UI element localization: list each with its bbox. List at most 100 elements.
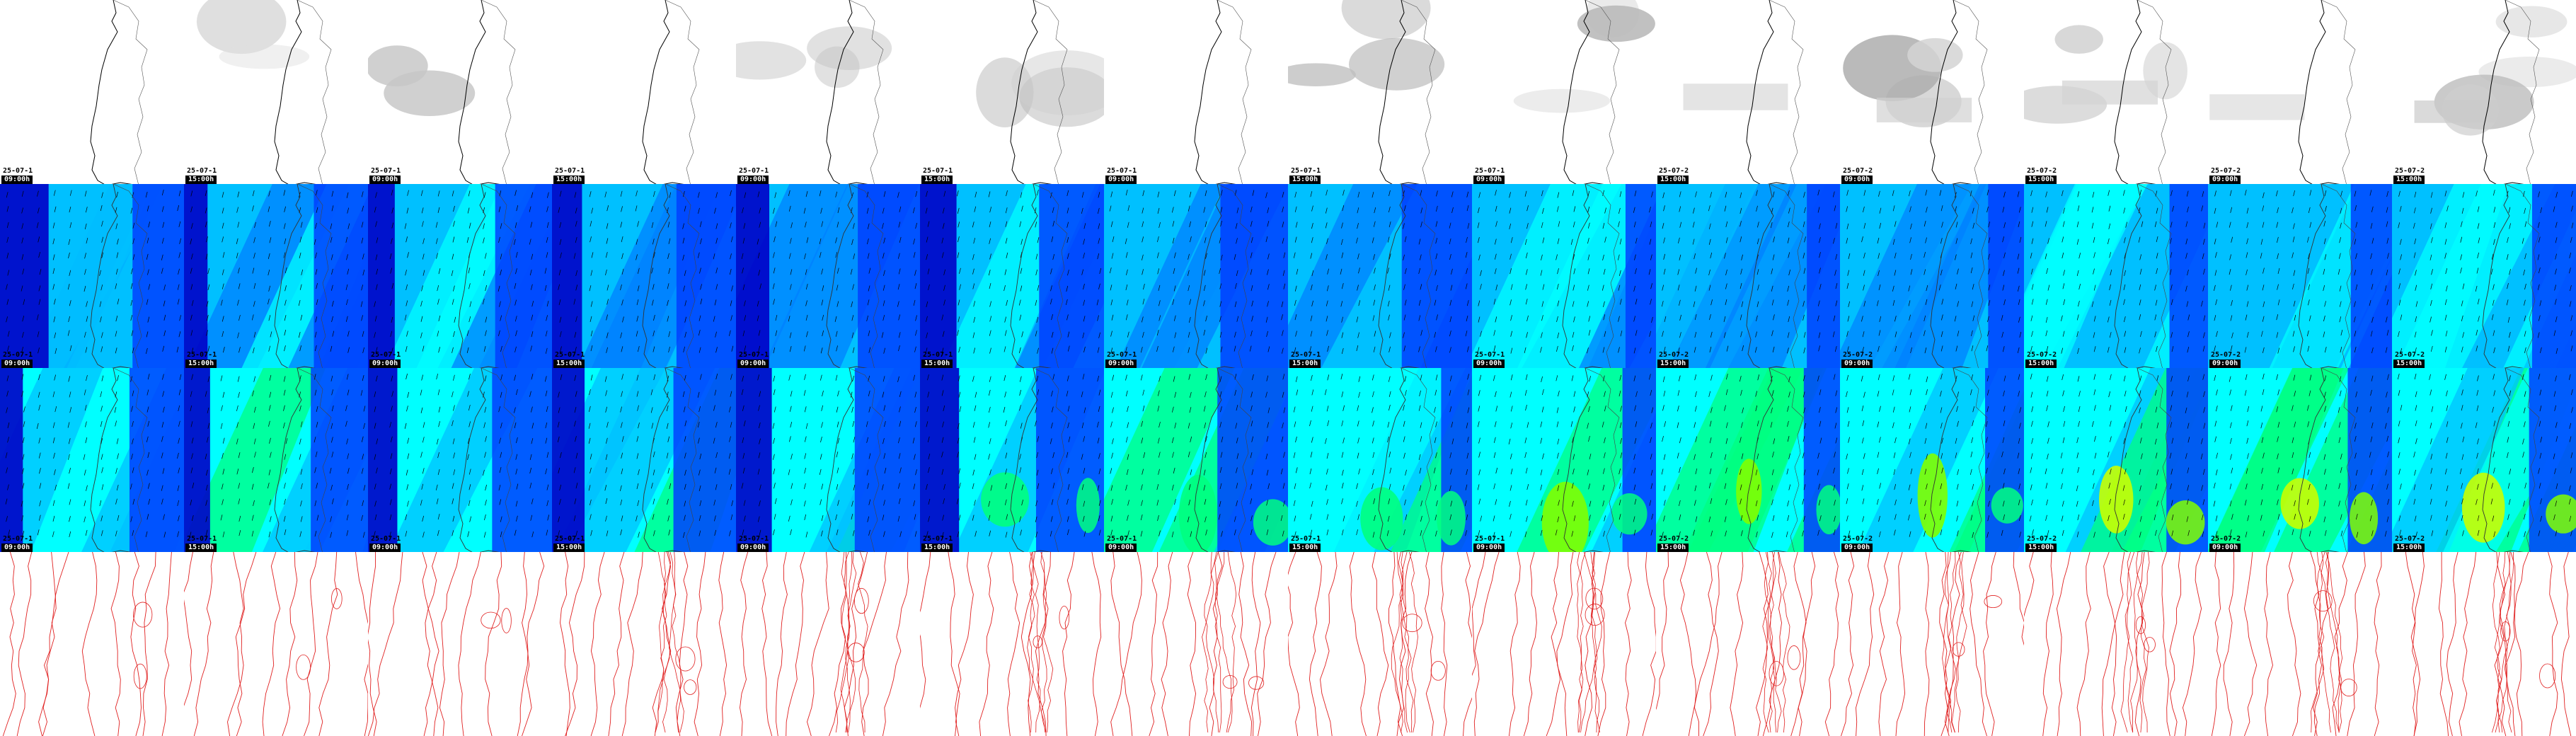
wind-arrow (2461, 483, 2463, 489)
wind-arrow (959, 268, 961, 274)
wind-arrow (1649, 330, 1651, 337)
wind-arrow (651, 206, 653, 212)
wind-arrow (422, 531, 425, 538)
wind-arrow (205, 516, 208, 522)
wind-arrow (2430, 192, 2433, 198)
wind-arrow (1310, 452, 1313, 458)
wind-arrow (989, 438, 991, 444)
wind-arrow (468, 421, 471, 427)
wind-arrow (2277, 484, 2279, 490)
wind-arrow (790, 499, 793, 505)
wind-arrow (698, 406, 701, 413)
wind-arrow (178, 190, 181, 197)
wind-arrow (420, 316, 423, 322)
wind-arrow (1004, 316, 1006, 323)
timestamp-date: 25-07-2 (2027, 351, 2057, 359)
wind-arrow (1067, 484, 1070, 490)
wind-arrow (898, 483, 900, 489)
wind-arrow (147, 269, 149, 275)
wind-arrow (1956, 406, 1958, 412)
wind-arrow (1156, 329, 1159, 336)
wind-arrow (391, 316, 393, 323)
wind-arrow (6, 253, 9, 259)
wind-arrow (132, 347, 134, 354)
wind-arrow (2538, 236, 2541, 243)
timestamp-time: 09:00h (369, 544, 401, 552)
wind-arrow (928, 466, 930, 473)
wind-arrow (700, 298, 703, 305)
wind-arrow (1972, 207, 1974, 214)
wind-arrow (2185, 238, 2188, 245)
wind-arrow (284, 498, 286, 505)
cloud-map-panel: 25-07-2 09:00h (2208, 0, 2392, 184)
timestamp-label: 25-07-1 09:00h (1473, 167, 1506, 184)
wind-arrow (1819, 223, 1821, 229)
wind-arrow (346, 374, 349, 380)
wind-arrow (237, 191, 240, 197)
wind-arrow (684, 205, 686, 212)
wind-arrow (1219, 500, 1221, 507)
wind-arrow (100, 530, 103, 536)
wind-arrow (988, 422, 991, 428)
wind-arrow (2109, 531, 2112, 538)
wind-arrow (2139, 516, 2142, 522)
wind-arrow (2062, 530, 2064, 536)
wind-arrow (483, 192, 486, 198)
wind-arrow (162, 468, 165, 474)
wind-arrow (2185, 253, 2187, 259)
wind-band (1656, 368, 1804, 552)
wind-arrow (115, 268, 118, 275)
wind-arrow (2430, 345, 2433, 352)
wind-arrow (2214, 374, 2216, 381)
wind-arrow (836, 406, 839, 413)
wind-arrow (2139, 254, 2141, 260)
wind-arrow (132, 420, 134, 427)
wind-arrow (1556, 206, 1559, 212)
wind-arrow (1172, 346, 1175, 352)
wind-arrow (957, 252, 960, 258)
isobar-line (1463, 552, 1472, 736)
wind-arrow (283, 422, 285, 429)
cloud-blob (1019, 67, 1104, 127)
wind-arrow (283, 190, 286, 196)
wind-arrow (927, 391, 930, 398)
wind-arrow (972, 254, 974, 260)
wind-arrow (1020, 251, 1023, 258)
wind-arrow (1788, 453, 1790, 459)
isobar-map (1840, 552, 2024, 736)
wind-arrow (7, 330, 10, 337)
wind-arrow (1189, 391, 1192, 398)
isobar-line (2438, 552, 2449, 736)
wind-arrow (484, 452, 486, 458)
wind-arrow (1494, 253, 1497, 260)
wind-arrow (837, 437, 840, 444)
coastline (642, 0, 684, 184)
wind-arrow (2292, 236, 2295, 243)
wind-arrow (1540, 270, 1543, 276)
wind-arrow (2203, 268, 2205, 275)
wind-arrow (835, 237, 837, 243)
isobar-line (2347, 552, 2366, 736)
wind-arrow (2338, 437, 2341, 443)
wind-arrow (1924, 251, 1926, 258)
isobar-line (81, 552, 98, 736)
wind-arrow (1341, 498, 1343, 505)
wind-arrow (1804, 422, 1807, 430)
wind-arrow (2260, 238, 2263, 245)
isobar-line (1590, 552, 1600, 733)
timestamp-date: 25-07-1 (187, 351, 217, 359)
wind-arrow (2459, 468, 2462, 474)
wind-arrow (2214, 207, 2216, 214)
wind-arrow (2415, 391, 2417, 398)
wind-arrow (2539, 300, 2542, 306)
wind-arrow (1294, 531, 1296, 538)
wind-arrow (1203, 284, 1206, 291)
wind-arrow (2260, 514, 2262, 521)
wind-arrow (1357, 452, 1359, 459)
wind-arrow (5, 452, 8, 459)
wind-arrow (2216, 222, 2219, 228)
wind-arrow (2354, 238, 2357, 245)
wind-arrow (436, 238, 438, 244)
wind-arrow (1925, 422, 1928, 429)
wind-arrow (314, 331, 317, 338)
